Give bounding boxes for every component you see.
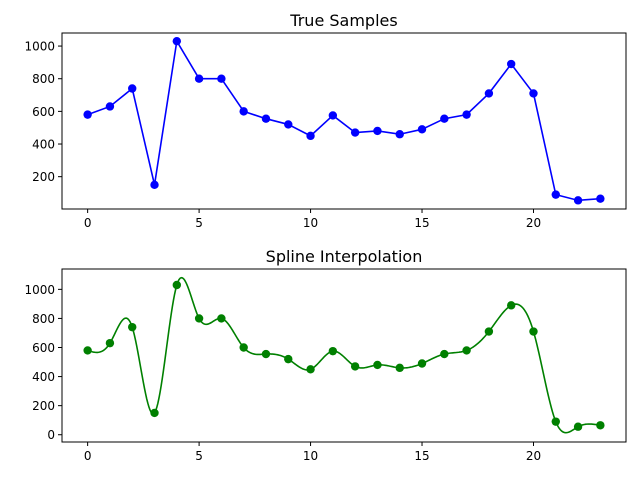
true-samples-ytick-label: 800 xyxy=(32,72,55,86)
true-samples-point-1 xyxy=(105,102,115,111)
true-samples-xtick-label: 15 xyxy=(414,216,429,230)
true-samples-point-22 xyxy=(573,196,583,205)
true-samples-point-17 xyxy=(462,110,471,119)
true-samples-point-6 xyxy=(217,74,226,83)
spline-interpolation-xtick-label: 20 xyxy=(526,449,541,463)
spline-interpolation-point-23 xyxy=(596,421,605,430)
spline-interpolation-ytick-label: 400 xyxy=(32,370,55,384)
spline-interpolation-ytick-label: 800 xyxy=(32,312,55,326)
spline-interpolation-point-13 xyxy=(373,360,382,370)
true-samples-point-3 xyxy=(150,180,159,190)
true-samples-point-5 xyxy=(194,74,204,83)
spline-interpolation-point-17 xyxy=(462,346,471,355)
true-samples-point-4 xyxy=(172,36,182,46)
chart-title-true-samples: True Samples xyxy=(289,11,397,30)
spline-interpolation-ytick-label: 600 xyxy=(32,341,55,355)
spline-interpolation-point-10 xyxy=(306,365,315,374)
true-samples-point-21 xyxy=(551,190,560,199)
true-samples-point-19 xyxy=(506,59,516,69)
true-samples-ytick-label: 400 xyxy=(32,138,55,152)
true-samples-point-9 xyxy=(284,120,293,129)
true-samples-xtick-label: 20 xyxy=(526,216,541,230)
spline-interpolation-point-9 xyxy=(284,354,293,364)
spline-interpolation-point-19 xyxy=(506,301,516,310)
spline-interpolation-point-3 xyxy=(150,408,159,418)
spline-interpolation-point-8 xyxy=(261,349,271,359)
true-samples-point-10 xyxy=(306,131,315,141)
spline-interpolation-point-2 xyxy=(128,322,137,332)
true-samples-ytick-label: 200 xyxy=(32,170,55,184)
spline-interpolation-marks xyxy=(83,276,605,434)
true-samples-point-14 xyxy=(395,130,404,139)
true-samples-point-13 xyxy=(373,126,382,136)
spline-interpolation-point-12 xyxy=(350,362,360,371)
spline-interpolation-point-22 xyxy=(573,422,583,431)
true-samples-point-16 xyxy=(440,114,449,123)
spline-interpolation-point-14 xyxy=(395,363,404,373)
spline-interpolation-ytick-label: 200 xyxy=(32,399,55,413)
spline-interpolation-point-11 xyxy=(328,346,338,356)
spline-interpolation-point-5 xyxy=(194,314,204,323)
true-samples-point-18 xyxy=(484,89,494,98)
true-samples-xtick-label: 5 xyxy=(195,216,203,230)
true-samples-panel: True Samples 0 5 10 15 20 200 400 600 800 1000 xyxy=(24,11,627,230)
true-samples-point-7 xyxy=(239,107,248,116)
spline-interpolation-panel: Spline Interpolation 0 5 10 15 2002004006008… xyxy=(24,247,627,463)
true-samples-axes-frame xyxy=(61,32,627,210)
spline-interpolation-xtick-label: 5 xyxy=(195,449,203,463)
true-samples-series-line xyxy=(87,38,601,202)
true-samples-point-15 xyxy=(417,125,427,134)
true-samples-point-11 xyxy=(328,111,338,120)
spline-interpolation-axes-frame xyxy=(61,268,627,443)
true-samples-point-2 xyxy=(128,84,137,93)
spline-interpolation-xtick-label: 10 xyxy=(303,449,318,463)
spline-interpolation-ytick-label: 1000 xyxy=(24,283,55,297)
true-samples-point-12 xyxy=(350,128,360,137)
spline-interpolation-point-21 xyxy=(551,417,560,426)
true-samples-xtick-label: 10 xyxy=(303,216,318,230)
true-samples-point-8 xyxy=(261,114,271,123)
spline-interpolation-ytick-label: 0 xyxy=(47,428,55,442)
spline-interpolation-point-18 xyxy=(484,327,494,336)
true-samples-marks xyxy=(83,36,605,205)
true-samples-ytick-label: 600 xyxy=(32,105,55,119)
spline-interpolation-spline-curve xyxy=(87,276,601,434)
spline-interpolation-point-4 xyxy=(172,280,182,290)
true-samples-ytick-label: 1000 xyxy=(24,40,55,54)
spline-interpolation-point-15 xyxy=(417,359,427,368)
spline-interpolation-xtick-label: 15 xyxy=(414,449,429,463)
spline-interpolation-point-7 xyxy=(239,343,248,352)
spline-interpolation-point-16 xyxy=(440,349,449,359)
true-samples-xtick-label: 0 xyxy=(84,216,92,230)
spline-interpolation-point-20 xyxy=(529,327,538,336)
spline-interpolation-point-0 xyxy=(83,346,92,355)
true-samples-point-23 xyxy=(596,194,605,203)
chart-title-spline-interpolation: Spline Interpolation xyxy=(266,247,423,266)
true-samples-ticks: 0 5 10 15 20 200 400 600 800 1000 xyxy=(24,40,541,230)
spline-interpolation-xtick-label: 0 xyxy=(84,449,92,463)
true-samples-point-20 xyxy=(529,89,538,98)
spline-interpolation-point-1 xyxy=(105,338,115,348)
true-samples-point-0 xyxy=(83,110,92,119)
spline-interpolation-point-6 xyxy=(217,314,226,323)
